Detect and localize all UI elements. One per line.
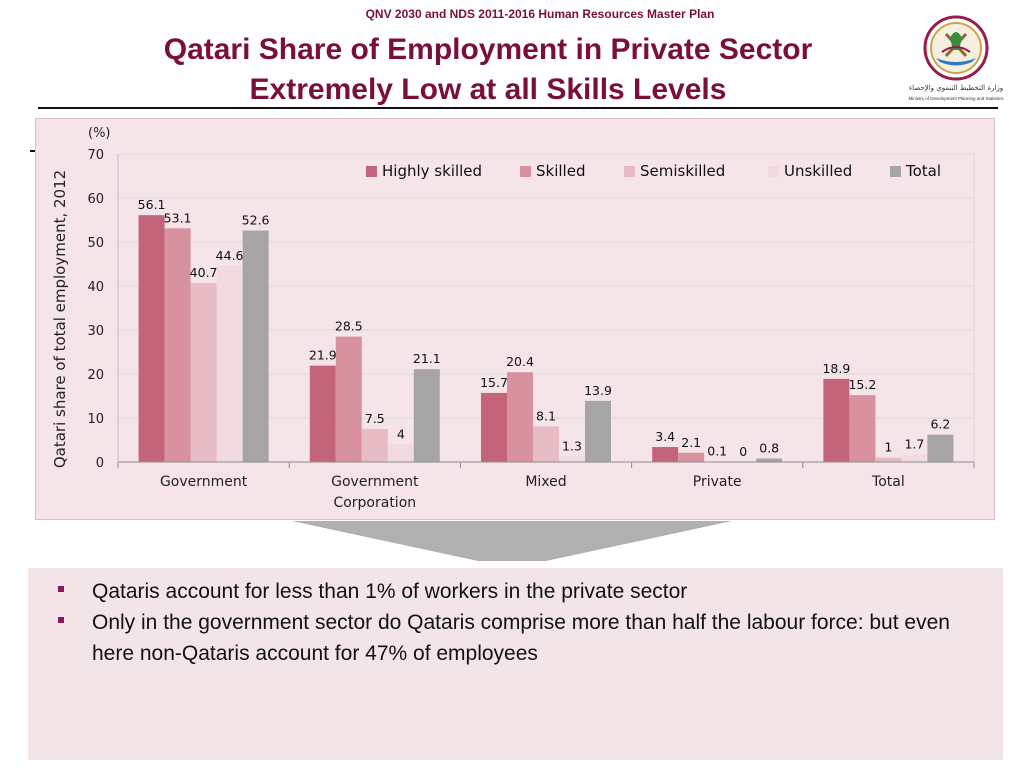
data-label: 0.1 <box>707 444 727 459</box>
data-label: 6.2 <box>930 417 950 432</box>
bullet-item: Qataris account for less than 1% of work… <box>58 576 988 607</box>
y-tick-label: 50 <box>87 236 104 251</box>
bar <box>652 447 679 462</box>
data-label: 8.1 <box>536 408 556 423</box>
legend-label: Semiskilled <box>640 162 725 180</box>
data-label: 15.2 <box>848 377 876 392</box>
bar <box>164 228 191 462</box>
ministry-logo: وزارة التخطيط التنموي والإحصاء Ministry … <box>906 12 1006 112</box>
bullet-item: Only in the government sector do Qataris… <box>58 607 988 669</box>
data-label: 40.7 <box>190 265 218 280</box>
y-tick-label: 10 <box>87 412 104 427</box>
divider-tick <box>30 150 38 152</box>
y-tick-label: 0 <box>96 456 104 471</box>
data-label: 2.1 <box>681 435 701 450</box>
chart-legend: Highly skilled Skilled Semiskilled Unskille… <box>366 162 941 180</box>
bar <box>507 372 533 462</box>
legend-label: Highly skilled <box>382 162 482 180</box>
data-label: 1.7 <box>904 437 924 452</box>
bar <box>413 369 440 462</box>
bullet-text: Qataris account for less than 1% of work… <box>92 580 688 603</box>
square-bullet-icon <box>58 586 64 592</box>
y-tick-label: 40 <box>87 280 104 295</box>
qatar-emblem-icon <box>923 15 989 81</box>
legend-label: Total <box>905 162 941 180</box>
x-tick-label: Government <box>331 474 419 490</box>
legend-label: Unskilled <box>784 162 852 180</box>
data-label: 53.1 <box>164 210 192 225</box>
bar <box>901 454 928 462</box>
x-tick-label: Private <box>693 474 742 490</box>
bar <box>309 365 336 462</box>
bar <box>481 392 507 462</box>
legend-swatch <box>890 166 901 177</box>
data-label: 13.9 <box>584 383 612 398</box>
data-label: 1.3 <box>562 438 582 453</box>
data-label: 18.9 <box>822 361 850 376</box>
bar <box>190 282 217 462</box>
bar <box>849 395 876 462</box>
legend-swatch <box>366 166 377 177</box>
data-label: 4 <box>397 426 405 441</box>
bar-chart: (%) Qatari share of total employment, 20… <box>51 126 975 511</box>
y-tick-label: 30 <box>87 324 104 339</box>
bar <box>875 457 902 462</box>
data-label: 52.6 <box>242 213 270 228</box>
data-label: 44.6 <box>216 248 244 263</box>
bullet-panel: Qataris account for less than 1% of work… <box>28 568 1003 760</box>
bullet-text: Only in the government sector do Qataris… <box>92 611 950 665</box>
bar <box>559 456 585 462</box>
page-title-line-2: Extremely Low at all Skills Levels <box>249 73 727 106</box>
page-title-line-1: Qatari Share of Employment in Private Se… <box>163 33 813 66</box>
y-unit-label: (%) <box>88 126 111 141</box>
data-label: 28.5 <box>335 319 363 334</box>
data-label: 15.7 <box>480 375 508 390</box>
header-caption: QNV 2030 and NDS 2011-2016 Human Resourc… <box>365 7 715 21</box>
bar <box>335 336 362 462</box>
bar <box>533 426 559 462</box>
x-tick-label: Total <box>871 474 905 490</box>
y-axis-label: Qatari share of total employment, 2012 <box>51 170 69 468</box>
x-tick-label: Mixed <box>525 474 566 490</box>
title-divider <box>38 107 998 109</box>
bar <box>927 434 954 462</box>
data-label: 1 <box>884 440 892 455</box>
down-arrow-shape <box>292 521 732 561</box>
square-bullet-icon <box>58 617 64 623</box>
bar <box>823 378 850 462</box>
x-tick-label: Corporation <box>333 495 416 511</box>
legend-swatch <box>624 166 635 177</box>
bar-series: 56.153.1 40.7 44.6 52.6 21.9 28.5 7.5 4 21.1 15.7… <box>138 197 954 462</box>
bar <box>756 458 783 462</box>
legend-swatch <box>768 166 779 177</box>
bar <box>138 215 165 462</box>
logo-arabic-text: وزارة التخطيط التنموي والإحصاء <box>908 84 1004 92</box>
data-label: 21.1 <box>413 351 441 366</box>
bar <box>361 429 388 462</box>
page-title: Qatari Share of Employment in Private Se… <box>0 30 976 110</box>
data-label: 56.1 <box>138 197 166 212</box>
legend-label: Skilled <box>536 162 585 180</box>
data-label: 21.9 <box>309 348 337 363</box>
data-label: 7.5 <box>365 411 385 426</box>
bullet-list: Qataris account for less than 1% of work… <box>58 576 988 669</box>
data-label: 20.4 <box>506 354 534 369</box>
data-label: 0 <box>739 444 747 459</box>
y-tick-label: 70 <box>87 148 104 163</box>
y-tick-label: 20 <box>87 368 104 383</box>
bar <box>216 265 243 462</box>
chart-panel: (%) Qatari share of total employment, 20… <box>35 118 995 520</box>
bar <box>678 452 705 462</box>
legend-swatch <box>520 166 531 177</box>
data-label: 0.8 <box>759 440 779 455</box>
x-tick-label: Government <box>160 474 248 490</box>
y-tick-label: 60 <box>87 192 104 207</box>
bar <box>242 230 269 462</box>
logo-english-text: Ministry of Development Planning and Sta… <box>908 96 1004 101</box>
bar <box>585 400 611 462</box>
data-label: 3.4 <box>655 429 675 444</box>
bar <box>387 444 414 462</box>
